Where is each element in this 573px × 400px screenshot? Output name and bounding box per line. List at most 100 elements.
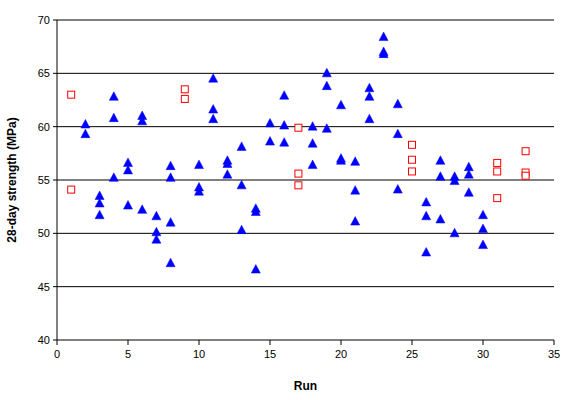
data-point (166, 161, 175, 170)
data-point (479, 240, 488, 249)
data-point (266, 137, 275, 146)
data-point (365, 114, 374, 123)
data-point (280, 138, 289, 147)
tick-label: 60 (38, 121, 50, 133)
x-axis (57, 340, 554, 341)
data-point (379, 49, 388, 58)
tick-label: 10 (193, 348, 205, 360)
data-point (322, 124, 331, 133)
data-point (379, 32, 388, 41)
grid-line (57, 20, 554, 21)
data-point (95, 210, 104, 219)
tick-label: 50 (38, 227, 50, 239)
grid-line (57, 286, 554, 287)
data-point (436, 214, 445, 223)
data-point (494, 159, 501, 166)
grid-line (57, 73, 554, 74)
tick-label: 5 (125, 348, 131, 360)
tick-mark (483, 340, 484, 345)
data-point (322, 81, 331, 90)
data-point (479, 224, 488, 233)
data-point (166, 173, 175, 182)
data-point (393, 185, 402, 194)
chart: 4045505560657005101520253035Run28-day st… (0, 0, 573, 400)
data-point (181, 86, 188, 93)
data-point (479, 210, 488, 219)
data-point (351, 157, 360, 166)
data-point (195, 187, 204, 196)
data-point (166, 258, 175, 267)
y-axis-title: 28-day strength (MPa) (5, 117, 19, 242)
tick-label: 15 (264, 348, 276, 360)
data-point (422, 197, 431, 206)
data-point (266, 118, 275, 127)
data-point (138, 116, 147, 125)
data-point (195, 160, 204, 169)
data-point (337, 100, 346, 109)
data-point (494, 195, 501, 202)
data-point (450, 228, 459, 237)
data-point (409, 168, 416, 175)
data-point (295, 182, 302, 189)
data-point (365, 83, 374, 92)
data-point (109, 92, 118, 101)
tick-mark (270, 340, 271, 345)
data-point (181, 95, 188, 102)
tick-mark (53, 340, 57, 341)
tick-label: 40 (38, 334, 50, 346)
tick-label: 55 (38, 174, 50, 186)
data-point (237, 142, 246, 151)
data-point (68, 91, 75, 98)
data-point (494, 168, 501, 175)
data-point (308, 122, 317, 131)
data-point (351, 186, 360, 195)
grid-line (57, 180, 554, 181)
data-point (237, 225, 246, 234)
data-point (337, 156, 346, 165)
tick-mark (412, 340, 413, 345)
data-point (81, 120, 90, 129)
data-point (393, 99, 402, 108)
data-point (522, 172, 529, 179)
tick-mark (53, 20, 57, 21)
data-point (251, 207, 260, 216)
tick-label: 30 (477, 348, 489, 360)
tick-label: 25 (406, 348, 418, 360)
data-point (124, 201, 133, 210)
data-point (152, 235, 161, 244)
data-point (95, 198, 104, 207)
data-point (422, 248, 431, 256)
data-point (209, 74, 218, 83)
data-point (308, 139, 317, 148)
y-axis (57, 20, 58, 340)
tick-mark (53, 180, 57, 181)
data-point (295, 170, 302, 177)
plot-area (68, 32, 529, 273)
tick-mark (341, 340, 342, 345)
data-point (409, 156, 416, 163)
data-point (436, 156, 445, 165)
data-point (436, 172, 445, 181)
data-point (109, 113, 118, 122)
data-point (280, 91, 289, 100)
data-point (166, 218, 175, 227)
x-axis-title: Run (294, 379, 317, 393)
data-point (223, 170, 232, 179)
data-point (351, 217, 360, 226)
data-point (322, 68, 331, 77)
data-point (237, 180, 246, 189)
data-point (450, 176, 459, 185)
data-point (409, 141, 416, 148)
data-point (109, 173, 118, 182)
tick-label: 35 (548, 348, 560, 360)
tick-label: 70 (38, 14, 50, 26)
grid-line (57, 126, 554, 127)
data-point (464, 170, 473, 179)
data-point (393, 129, 402, 138)
tick-mark (128, 340, 129, 345)
data-point (251, 265, 260, 274)
tick-mark (53, 286, 57, 287)
data-point (522, 148, 529, 155)
data-point (209, 114, 218, 123)
tick-label: 0 (54, 348, 60, 360)
